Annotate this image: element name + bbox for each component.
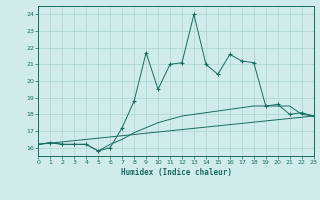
X-axis label: Humidex (Indice chaleur): Humidex (Indice chaleur) <box>121 168 231 177</box>
